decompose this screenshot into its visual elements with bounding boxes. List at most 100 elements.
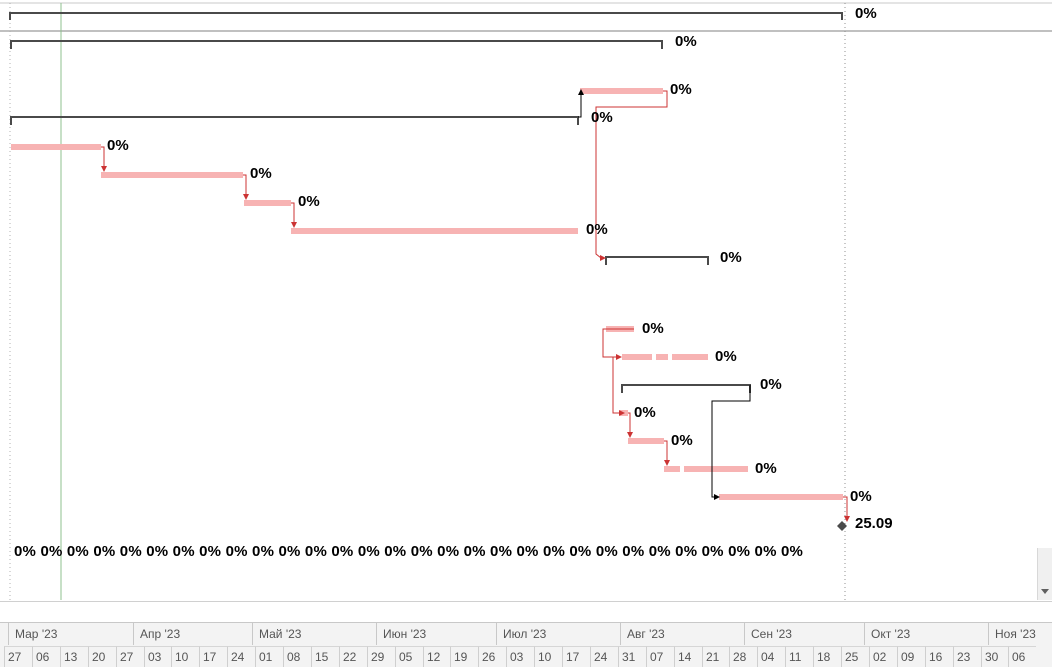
task-percent-label: 0% [107,137,129,154]
task-percent-label: 0% [720,249,742,266]
timescale-day: 25 [841,646,869,667]
timescale-day: 22 [339,646,367,667]
task-bar[interactable] [291,228,578,234]
timescale-day: 05 [395,646,423,667]
rollup-percent-row: 0% 0% 0% 0% 0% 0% 0% 0% 0% 0% 0% 0% 0% 0… [14,543,804,560]
link-line [843,496,848,516]
link-arrow [291,222,297,228]
timescale-day: 18 [813,646,841,667]
link-line-black [578,95,582,118]
timescale-day: 23 [953,646,981,667]
vertical-scrollbar[interactable] [1037,548,1052,600]
timescale-day: 03 [506,646,534,667]
task-percent-label: 0% [634,404,656,421]
timescale-day: 10 [534,646,562,667]
timescale-month: Окт '23 [864,623,989,645]
task-bar[interactable] [622,354,708,360]
link-arrow [101,166,107,172]
task-percent-label: 0% [760,376,782,393]
task-percent-label: 0% [715,348,737,365]
timescale-day: 24 [227,646,255,667]
timescale-day: 01 [255,646,283,667]
timescale-day: 15 [311,646,339,667]
task-percent-label: 0% [855,5,877,22]
timescale-day: 19 [450,646,478,667]
link-line-black [711,385,751,498]
timescale-day: 27 [116,646,144,667]
task-bar[interactable] [244,200,291,206]
timescale-day: 03 [144,646,172,667]
task-bar[interactable] [101,172,243,178]
link-arrow [664,460,670,466]
task-bar[interactable] [664,466,748,472]
timescale-day: 09 [897,646,925,667]
timescale-day: 04 [757,646,785,667]
timescale-month: Июн '23 [376,623,497,645]
link-line [628,412,631,432]
timescale-day: 26 [478,646,506,667]
timescale: Мар '23 Апр '23 Май '23 Июн '23 Июл '23 … [0,622,1052,667]
timescale-day: 06 [32,646,60,667]
timescale-month: Ноя '23 [988,623,1052,645]
task-bar[interactable] [11,144,101,150]
timescale-month: Авг '23 [620,623,745,645]
link-arrow [619,410,625,416]
scroll-down-icon[interactable] [1041,589,1049,594]
task-percent-label: 0% [642,320,664,337]
bar-split-mark [680,466,684,472]
link-arrow [243,194,249,200]
timescale-day: 20 [88,646,116,667]
horizontal-scroll-area[interactable] [0,601,1052,622]
timescale-day: 29 [367,646,395,667]
task-bar[interactable] [580,88,663,94]
timescale-day: 11 [785,646,813,667]
timescale-day: 30 [981,646,1009,667]
timescale-day: 21 [702,646,730,667]
summary-bar-project[interactable] [9,12,843,20]
gantt-chart-area[interactable]: 0% 0% 0% 0% 0% 0% 0% 0% 0% 0% 0% 0% 0% 0… [0,0,1052,622]
link-arrow [627,432,633,438]
task-percent-label: 0% [671,432,693,449]
task-percent-label: 0% [850,488,872,505]
timescale-day: 16 [925,646,953,667]
bar-split-mark [668,354,672,360]
task-percent-label: 0% [675,33,697,50]
timescale-day: 27 [4,646,32,667]
timescale-day: 17 [199,646,227,667]
task-percent-label: 0% [670,81,692,98]
timescale-day: 10 [171,646,199,667]
timescale-day: 14 [674,646,702,667]
task-percent-label: 0% [586,221,608,238]
link-line [101,146,105,166]
timescale-month: Сен '23 [744,623,865,645]
timescale-day: 13 [60,646,88,667]
summary-bar-phase-1[interactable] [10,40,663,49]
link-line [664,440,668,460]
timescale-day: 07 [646,646,674,667]
task-percent-label: 0% [755,460,777,477]
timescale-day: 08 [283,646,311,667]
timescale-month: Июл '23 [496,623,621,645]
summary-bar-phase-3[interactable] [605,256,709,265]
timescale-day: 12 [423,646,451,667]
timescale-day: 06 [1008,646,1036,667]
link-line [291,202,295,222]
task-percent-label: 0% [298,193,320,210]
gantt-graphics [0,2,1052,600]
task-percent-label: 0% [250,165,272,182]
link-arrow [578,89,584,95]
task-bar[interactable] [628,438,664,444]
timescale-month: Май '23 [252,623,377,645]
summary-bar-phase-2[interactable] [10,116,579,125]
timescale-month: Апр '23 [133,623,253,645]
task-bar[interactable] [719,494,843,500]
milestone-diamond-icon[interactable] [837,521,847,531]
summary-bar-phase-4[interactable] [621,384,751,393]
link-arrow [844,516,850,522]
link-arrow [616,354,622,360]
task-percent-label: 0% [591,109,613,126]
timescale-day: 02 [869,646,897,667]
link-arrow [600,255,606,261]
link-line [595,90,668,259]
timescale-month: Мар '23 [8,623,134,645]
